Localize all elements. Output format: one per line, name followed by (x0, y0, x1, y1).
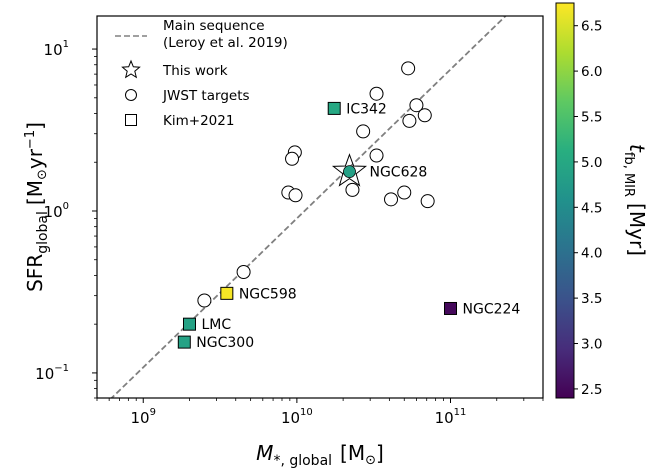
colorbar-tick-label: 6.0 (581, 64, 602, 80)
x-tick-label: 1011 (435, 407, 467, 427)
label-ngc224: NGC224 (463, 301, 521, 317)
x-tick-label: 109 (131, 407, 156, 427)
jwst-target-point (384, 192, 399, 207)
x-axis-ticks: 109 1010 1011 (96, 398, 544, 427)
jwst-target-point (369, 148, 384, 163)
jwst-target-point (417, 108, 432, 123)
colorbar-tick-label: 5.0 (581, 155, 602, 171)
colorbar-tick-label: 4.0 (581, 246, 602, 262)
label-ngc628: NGC628 (369, 165, 427, 181)
legend-label-main-sequence-ref: (Leroy et al. 2019) (163, 35, 288, 51)
main-sequence-line (110, 16, 507, 398)
jwst-target-point (288, 188, 303, 203)
y-tick-label: 10−1 (35, 363, 69, 383)
legend-square-icon (125, 114, 137, 126)
colorbar-tick-label: 6.5 (581, 19, 602, 35)
legend-circle-icon (125, 89, 137, 101)
this-work-point (343, 165, 356, 179)
jwst-target-point (402, 113, 417, 128)
kim2021-point-ngc224 (444, 301, 458, 315)
label-ic342: IC342 (346, 101, 387, 117)
jwst-target-point (345, 182, 360, 197)
jwst-target-point (356, 124, 371, 139)
jwst-target-point (401, 61, 416, 76)
colorbar-ticks: 2.5 3.0 3.5 4.0 4.5 5.0 5.5 6.0 6.5 (574, 19, 602, 398)
kim2021-point-lmc (182, 317, 196, 331)
legend: Main sequence (Leroy et al. 2019) This w… (115, 18, 288, 129)
legend-label-main-sequence: Main sequence (163, 18, 265, 34)
legend-label-this-work: This work (162, 63, 228, 79)
data-points-layer (177, 61, 458, 349)
colorbar: 2.5 3.0 3.5 4.0 4.5 5.0 5.5 6.0 6.5 tfb, MIR[Myr… (555, 2, 649, 399)
legend-label-jwst-targets: JWST targets (162, 88, 250, 104)
jwst-target-point (420, 194, 435, 209)
colorbar-gradient (555, 2, 575, 399)
annotations-layer: IC342 NGC598 LMC NGC300 NGC224 NGC628 (196, 101, 520, 351)
label-lmc: LMC (201, 317, 231, 333)
jwst-target-point (236, 264, 251, 279)
y-axis-ticks: 10−1 100 101 (35, 39, 97, 399)
legend-label-kim2021: Kim+2021 (163, 113, 234, 129)
label-ngc598: NGC598 (239, 286, 297, 302)
this-work-star (331, 153, 368, 187)
kim2021-point-ic342 (327, 101, 341, 115)
x-axis-label: M*, global [M⊙] (256, 441, 384, 468)
jwst-target-point (409, 98, 424, 113)
jwst-target-point (285, 151, 300, 166)
legend-star-icon (121, 59, 141, 79)
label-ngc300: NGC300 (196, 335, 254, 351)
kim2021-point-ngc598 (220, 286, 234, 300)
colorbar-label: tfb, MIR[Myr] (621, 144, 649, 256)
y-tick-label: 101 (44, 39, 69, 59)
main-sequence-layer (110, 16, 507, 398)
plot-frame (96, 15, 544, 399)
colorbar-tick-label: 3.5 (581, 291, 602, 307)
x-tick-label: 1010 (281, 407, 313, 427)
colorbar-tick-label: 3.0 (581, 337, 602, 353)
jwst-target-point (369, 86, 384, 101)
y-tick-label: 100 (44, 201, 69, 221)
colorbar-tick-label: 4.5 (581, 200, 602, 216)
y-axis-label: SFRglobal[M⊙yr−1] (23, 122, 51, 292)
kim2021-point-ngc300 (177, 335, 191, 349)
jwst-target-point (397, 185, 412, 200)
colorbar-tick-label: 2.5 (581, 382, 602, 398)
colorbar-tick-label: 5.5 (581, 110, 602, 126)
jwst-target-point (197, 293, 212, 308)
